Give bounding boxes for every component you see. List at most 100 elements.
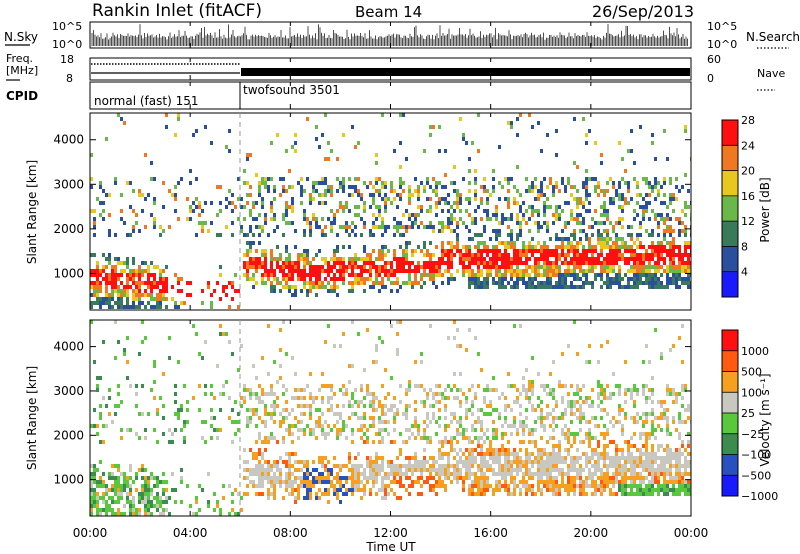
heatmap-cell <box>492 376 495 380</box>
heatmap-cell <box>111 285 114 289</box>
heatmap-cell <box>585 133 588 137</box>
heatmap-cell <box>324 464 327 468</box>
nsky-label: N.Sky <box>4 30 38 44</box>
heatmap-cell <box>633 209 636 213</box>
heatmap-cell <box>297 261 300 265</box>
heatmap-cell <box>534 185 537 189</box>
heatmap-cell <box>588 456 591 460</box>
heatmap-cell <box>519 404 522 408</box>
heatmap-cell <box>585 281 588 285</box>
heatmap-cell <box>306 177 309 181</box>
heatmap-cell <box>687 189 690 193</box>
heatmap-cell <box>360 388 363 392</box>
heatmap-cell <box>525 484 528 488</box>
heatmap-cell <box>573 400 576 404</box>
heatmap-cell <box>597 360 600 364</box>
heatmap-cell <box>150 476 153 480</box>
heatmap-cell <box>528 452 531 456</box>
heatmap-cell <box>504 253 507 257</box>
heatmap-cell <box>348 456 351 460</box>
heatmap-cell <box>654 217 657 221</box>
heatmap-cell <box>102 496 105 500</box>
heatmap-cell <box>534 245 537 249</box>
heatmap-cell <box>321 257 324 261</box>
heatmap-cell <box>570 249 573 253</box>
heatmap-cell <box>321 396 324 400</box>
heatmap-cell <box>261 484 264 488</box>
heatmap-cell <box>474 448 477 452</box>
heatmap-cell <box>456 344 459 348</box>
heatmap-cell <box>282 392 285 396</box>
heatmap-cell <box>195 512 198 516</box>
heatmap-cell <box>609 253 612 257</box>
heatmap-cell <box>537 281 540 285</box>
heatmap-cell <box>273 273 276 277</box>
heatmap-cell <box>537 448 540 452</box>
heatmap-cell <box>480 285 483 289</box>
heatmap-cell <box>594 249 597 253</box>
heatmap-cell <box>408 261 411 265</box>
heatmap-cell <box>270 217 273 221</box>
heatmap-cell <box>162 472 165 476</box>
heatmap-cell <box>285 249 288 253</box>
heatmap-cell <box>657 265 660 269</box>
heatmap-cell <box>444 488 447 492</box>
heatmap-cell <box>300 476 303 480</box>
heatmap-cell <box>384 368 387 372</box>
heatmap-cell <box>417 480 420 484</box>
heatmap-cell <box>654 181 657 185</box>
heatmap-cell <box>546 472 549 476</box>
heatmap-cell <box>519 480 522 484</box>
heatmap-cell <box>564 456 567 460</box>
heatmap-cell <box>156 492 159 496</box>
heatmap-cell <box>96 512 99 516</box>
heatmap-cell <box>270 384 273 388</box>
heatmap-cell <box>606 265 609 269</box>
heatmap-cell <box>189 504 192 508</box>
heatmap-cell <box>333 257 336 261</box>
heatmap-cell <box>462 177 465 181</box>
heatmap-cell <box>609 396 612 400</box>
heatmap-cell <box>669 197 672 201</box>
heatmap-cell <box>144 496 147 500</box>
heatmap-cell <box>576 388 579 392</box>
heatmap-cell <box>444 197 447 201</box>
heatmap-cell <box>672 197 675 201</box>
heatmap-cell <box>183 424 186 428</box>
heatmap-cell <box>543 213 546 217</box>
heatmap-cell <box>642 273 645 277</box>
heatmap-cell <box>501 185 504 189</box>
heatmap-cell <box>501 392 504 396</box>
heatmap-cell <box>618 281 621 285</box>
heatmap-cell <box>282 436 285 440</box>
heatmap-cell <box>474 273 477 277</box>
heatmap-cell <box>315 396 318 400</box>
heatmap-cell <box>267 189 270 193</box>
heatmap-cell <box>507 261 510 265</box>
heatmap-cell <box>351 484 354 488</box>
heatmap-cell <box>441 225 444 229</box>
heatmap-cell <box>135 293 138 297</box>
heatmap-cell <box>585 141 588 145</box>
colorbar-segment <box>722 170 738 197</box>
heatmap-cell <box>513 488 516 492</box>
heatmap-cell <box>90 492 93 496</box>
heatmap-cell <box>399 185 402 189</box>
heatmap-cell <box>459 201 462 205</box>
heatmap-cell <box>501 436 504 440</box>
heatmap-cell <box>279 348 282 352</box>
heatmap-cell <box>516 273 519 277</box>
heatmap-cell <box>411 221 414 225</box>
heatmap-cell <box>471 221 474 225</box>
heatmap-cell <box>390 201 393 205</box>
heatmap-cell <box>357 476 360 480</box>
heatmap-cell <box>528 388 531 392</box>
heatmap-cell <box>180 476 183 480</box>
heatmap-cell <box>465 265 468 269</box>
heatmap-cell <box>384 273 387 277</box>
heatmap-cell <box>327 468 330 472</box>
heatmap-cell <box>429 265 432 269</box>
heatmap-cell <box>150 213 153 217</box>
heatmap-cell <box>633 269 636 273</box>
heatmap-cell <box>672 281 675 285</box>
